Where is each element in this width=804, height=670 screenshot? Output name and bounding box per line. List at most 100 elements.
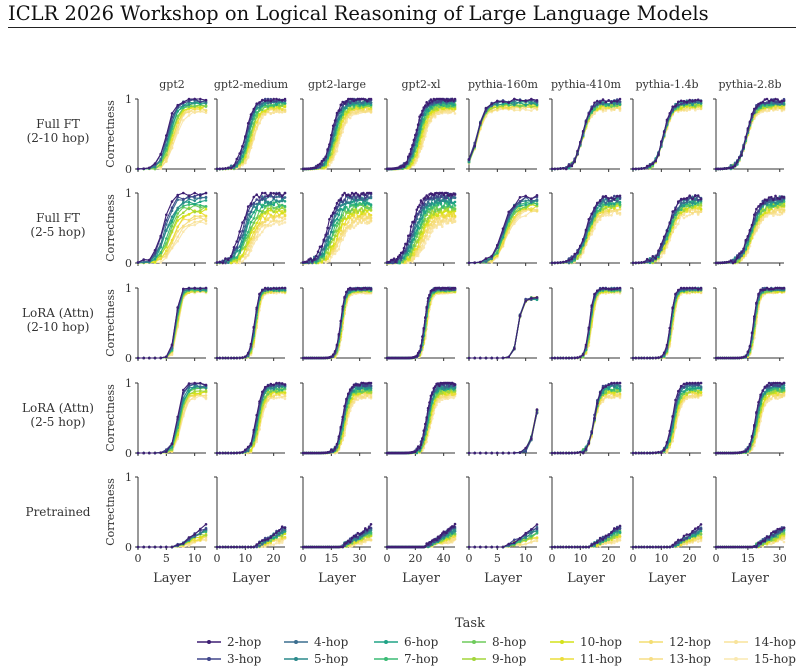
series-line-11-hop: [551, 104, 621, 170]
series-point: [587, 112, 591, 116]
series-point: [729, 164, 733, 167]
series-point: [347, 208, 350, 212]
series-point: [182, 197, 185, 201]
series-point: [445, 217, 448, 220]
column-title-gpt2-xl: gpt2-xl: [402, 78, 441, 91]
series-point: [187, 213, 191, 216]
series-point: [354, 203, 358, 206]
series-point: [354, 196, 358, 199]
series-point: [598, 106, 602, 110]
series-point: [412, 253, 416, 257]
series-point: [328, 218, 331, 221]
series-point: [415, 229, 419, 232]
series-point: [369, 101, 373, 104]
series-point: [679, 107, 683, 110]
series-point: [610, 101, 613, 104]
series-point: [238, 152, 241, 155]
series-point: [412, 257, 416, 261]
series-point: [255, 198, 258, 201]
series-point: [416, 238, 420, 242]
series-point: [564, 167, 568, 171]
series-point: [182, 230, 185, 233]
series-point: [204, 205, 208, 208]
series-point: [280, 108, 284, 111]
series-point: [581, 129, 585, 133]
series-point: [416, 226, 420, 230]
series-point: [607, 103, 610, 106]
series-point: [266, 105, 270, 108]
series-point: [229, 167, 233, 170]
series-point: [283, 196, 287, 199]
series-point: [345, 110, 348, 114]
series-point: [165, 156, 168, 160]
series-point: [199, 209, 202, 212]
series-point: [258, 209, 261, 213]
series-point: [272, 108, 276, 111]
series-point: [170, 246, 174, 249]
column-title-gpt2-large: gpt2-large: [308, 78, 366, 91]
series-point: [428, 211, 431, 214]
series-point: [365, 195, 369, 198]
series-point: [199, 220, 202, 223]
series-line-8-hop: [715, 101, 785, 170]
series-point: [272, 222, 276, 226]
series-point: [765, 97, 769, 101]
series-point: [275, 192, 278, 196]
series-point: [335, 237, 339, 241]
series-point: [193, 223, 196, 227]
series-point: [316, 163, 320, 167]
series-point: [244, 161, 247, 165]
series-point: [337, 247, 341, 251]
series-point: [204, 207, 208, 211]
series-point: [235, 258, 239, 262]
series-point: [648, 164, 652, 167]
series-point: [249, 113, 253, 116]
series-point: [204, 219, 208, 222]
series-point: [348, 201, 352, 204]
series-point: [335, 221, 339, 225]
series-point: [235, 256, 239, 259]
series-point: [159, 261, 162, 264]
series-point: [261, 195, 264, 198]
series-point: [278, 191, 281, 195]
series-point: [443, 199, 447, 203]
series-point: [356, 110, 360, 114]
series-point: [266, 201, 270, 205]
series-point: [263, 102, 267, 106]
series-point: [438, 216, 441, 220]
series-point: [326, 251, 329, 255]
series-point: [283, 217, 287, 221]
series-point: [347, 225, 350, 229]
series-point: [261, 102, 264, 105]
series-point: [238, 249, 241, 252]
series-point: [446, 221, 450, 225]
series-point: [275, 199, 278, 202]
series-point: [348, 195, 352, 198]
series-point: [360, 221, 363, 225]
series-point: [445, 214, 448, 217]
series-point: [187, 109, 191, 112]
series-line-12-hop: [632, 104, 702, 170]
series-point: [436, 214, 440, 217]
series-point: [699, 99, 703, 103]
y-tick-label: 1: [125, 187, 132, 200]
series-point: [182, 106, 185, 109]
series-point: [613, 99, 616, 103]
column-title-gpt2-medium: gpt2-medium: [214, 78, 289, 91]
series-point: [618, 100, 622, 103]
series-point: [347, 115, 350, 118]
page-header: ICLR 2026 Workshop on Logical Reasoning …: [8, 2, 709, 25]
series-point: [266, 223, 270, 227]
series-point: [280, 199, 284, 203]
series-line-10-hop: [715, 103, 785, 170]
series-point: [261, 108, 264, 111]
series-point: [449, 200, 453, 204]
series-point: [369, 203, 373, 206]
series-point: [691, 100, 694, 103]
series-line-9-hop: [137, 206, 207, 264]
series-point: [337, 227, 341, 230]
series-point: [275, 106, 278, 110]
series-point: [136, 167, 140, 171]
series-point: [416, 245, 420, 248]
series-point: [424, 234, 427, 238]
